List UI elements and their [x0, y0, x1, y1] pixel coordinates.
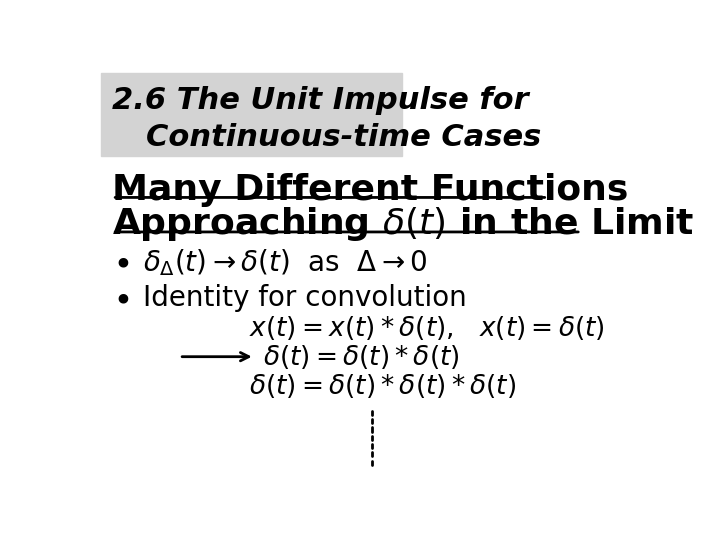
Text: Identity for convolution: Identity for convolution	[143, 284, 467, 312]
Text: $\bullet$: $\bullet$	[112, 281, 130, 314]
Text: $\delta(t)= \delta(t)*\delta(t)*\delta(t)$: $\delta(t)= \delta(t)*\delta(t)*\delta(t…	[249, 372, 516, 400]
Text: $\bullet$: $\bullet$	[112, 246, 130, 279]
Text: $\delta_\Delta(t) \rightarrow \delta(t)$  as  $\Delta \rightarrow 0$: $\delta_\Delta(t) \rightarrow \delta(t)$…	[143, 247, 428, 278]
Text: Many Different Functions: Many Different Functions	[112, 173, 629, 206]
Text: $x(t) = x(t)*\delta(t)$,   $x(t)=\delta(t)$: $x(t) = x(t)*\delta(t)$, $x(t)=\delta(t)…	[249, 314, 605, 342]
Text: Continuous-time Cases: Continuous-time Cases	[145, 123, 541, 152]
Text: 2.6 The Unit Impulse for: 2.6 The Unit Impulse for	[112, 86, 529, 114]
Text: $\delta(t)= \delta(t)*\delta(t)$: $\delta(t)= \delta(t)*\delta(t)$	[263, 343, 459, 370]
Text: Approaching $\delta(t)$ in the Limit: Approaching $\delta(t)$ in the Limit	[112, 205, 694, 243]
FancyBboxPatch shape	[101, 73, 402, 156]
